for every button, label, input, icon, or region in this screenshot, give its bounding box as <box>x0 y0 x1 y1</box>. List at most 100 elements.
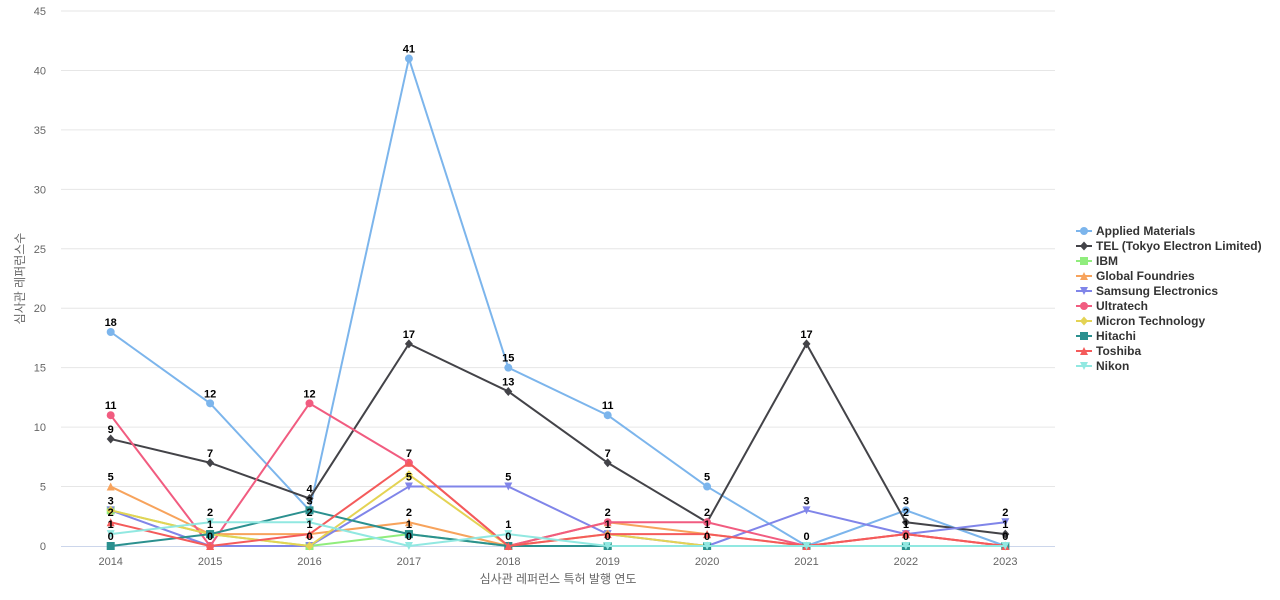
series-line[interactable] <box>110 342 1006 536</box>
series-point[interactable] <box>305 541 314 551</box>
legend-item[interactable]: Hitachi <box>1076 329 1136 343</box>
series-point[interactable] <box>305 506 314 515</box>
series-point[interactable] <box>504 542 513 550</box>
legend-item[interactable]: Micron Technology <box>1076 314 1205 328</box>
series-hitachi <box>106 506 1010 550</box>
series-point[interactable] <box>504 386 513 396</box>
series-point[interactable] <box>206 458 215 468</box>
series-point[interactable] <box>504 363 513 372</box>
series-point[interactable] <box>305 493 314 503</box>
data-labels: 1811953210127210124321041177521015135101… <box>105 44 1009 543</box>
legend-item[interactable]: Ultratech <box>1076 299 1148 313</box>
series-line[interactable] <box>110 521 1006 547</box>
series-point[interactable] <box>106 328 115 336</box>
series-point[interactable] <box>404 482 413 491</box>
data-label: 5 <box>505 472 511 484</box>
data-label: 2 <box>605 507 611 519</box>
y-tick-label: 40 <box>34 65 46 77</box>
series-point[interactable] <box>206 542 215 550</box>
series-point[interactable] <box>305 518 314 527</box>
data-label: 0 <box>605 531 611 543</box>
legend-item[interactable]: TEL (Tokyo Electron Limited) <box>1076 239 1262 253</box>
legend-item[interactable]: Toshiba <box>1076 344 1141 358</box>
series-point[interactable] <box>404 339 413 349</box>
series-point[interactable] <box>901 506 910 515</box>
x-tick-label: 2019 <box>595 556 619 568</box>
legend-label: Hitachi <box>1096 329 1136 343</box>
series-point[interactable] <box>703 530 712 539</box>
series-point[interactable] <box>901 542 910 550</box>
legend-label: Samsung Electronics <box>1096 284 1218 298</box>
data-label: 1 <box>505 519 511 531</box>
series-point[interactable] <box>901 517 910 527</box>
series-point[interactable] <box>106 505 115 515</box>
series-point[interactable] <box>106 434 115 444</box>
series-point[interactable] <box>404 542 413 550</box>
y-tick-label: 5 <box>40 482 46 494</box>
y-axis-ticks: 0 5 10 15 20 25 30 35 40 45 <box>34 6 46 553</box>
series-point[interactable] <box>305 530 314 539</box>
series-point[interactable] <box>802 542 811 550</box>
data-label: 2 <box>406 507 412 519</box>
legend-label: Applied Materials <box>1096 224 1196 238</box>
legend-item[interactable]: Global Foundries <box>1076 269 1195 283</box>
legend-label: Global Foundries <box>1096 269 1195 283</box>
legend-item[interactable]: IBM <box>1076 254 1118 268</box>
data-label: 5 <box>704 472 710 484</box>
data-label: 1 <box>306 519 312 531</box>
series-point[interactable] <box>1001 542 1010 550</box>
series-point[interactable] <box>603 542 612 550</box>
series-point[interactable] <box>504 482 513 491</box>
y-tick-label: 35 <box>34 125 46 137</box>
series-point[interactable] <box>206 399 215 408</box>
legend-item[interactable]: Samsung Electronics <box>1076 284 1218 298</box>
series-point[interactable] <box>703 542 712 550</box>
series-applied-materials <box>106 54 1010 550</box>
series-line[interactable] <box>110 57 1006 547</box>
series-point[interactable] <box>603 411 612 420</box>
legend-marker-symbol <box>1080 362 1088 370</box>
legend-item[interactable]: Applied Materials <box>1076 224 1196 238</box>
series-point[interactable] <box>206 518 215 527</box>
series-point[interactable] <box>106 482 115 491</box>
series-point[interactable] <box>305 399 314 408</box>
series-point[interactable] <box>106 411 115 420</box>
x-tick-label: 2017 <box>397 556 421 568</box>
series-point[interactable] <box>404 530 413 539</box>
y-tick-label: 10 <box>34 422 46 434</box>
legend-marker-symbol <box>1080 347 1088 355</box>
series-point[interactable] <box>106 518 115 527</box>
series-point[interactable] <box>802 506 811 515</box>
series-point[interactable] <box>504 530 513 539</box>
data-label: 11 <box>105 400 117 412</box>
series-layer <box>106 54 1010 551</box>
series-point[interactable] <box>603 518 612 527</box>
legend-item[interactable]: Nikon <box>1076 359 1129 373</box>
series-point[interactable] <box>1001 529 1010 539</box>
series-point[interactable] <box>404 54 413 63</box>
series-point[interactable] <box>703 482 712 491</box>
series-point[interactable] <box>703 518 712 527</box>
series-point[interactable] <box>603 458 612 468</box>
data-label: 7 <box>605 448 611 460</box>
data-label: 0 <box>207 531 213 543</box>
legend-marker-symbol <box>1080 227 1088 235</box>
series-point[interactable] <box>404 470 413 480</box>
series-point[interactable] <box>106 530 115 539</box>
y-tick-label: 15 <box>34 363 46 375</box>
data-label: 5 <box>406 472 412 484</box>
series-point[interactable] <box>901 530 910 539</box>
series-point[interactable] <box>106 542 115 550</box>
data-label: 0 <box>803 531 809 543</box>
x-tick-label: 2021 <box>794 556 818 568</box>
series-point[interactable] <box>404 458 413 467</box>
series-point[interactable] <box>206 530 215 539</box>
series-point[interactable] <box>603 530 612 539</box>
data-label: 2 <box>704 507 710 519</box>
series-line[interactable] <box>110 485 1006 547</box>
series-point[interactable] <box>1001 518 1010 527</box>
series-point[interactable] <box>404 518 413 527</box>
series-point[interactable] <box>802 339 811 349</box>
